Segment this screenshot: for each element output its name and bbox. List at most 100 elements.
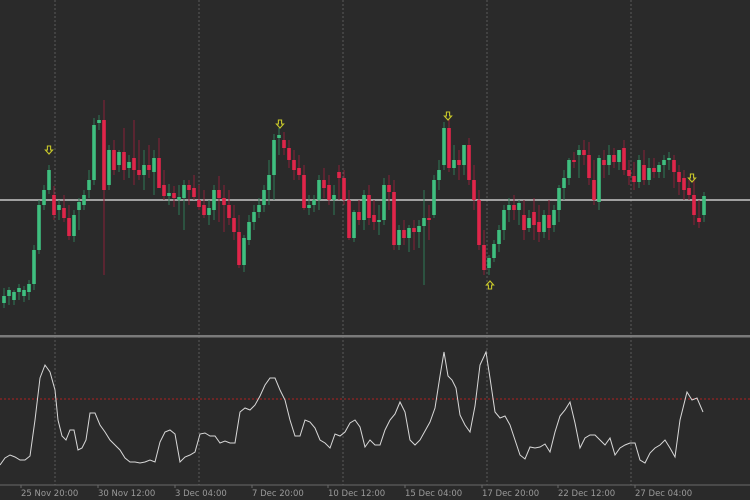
candle-body: [77, 202, 81, 210]
candle-body: [367, 195, 371, 218]
bull-candle: [377, 205, 381, 235]
arrow-down-icon: [443, 111, 453, 121]
candle-body: [297, 168, 301, 175]
bull-candle: [77, 198, 81, 230]
bear-candle: [172, 186, 176, 207]
candle-body: [92, 125, 96, 180]
bear-candle: [147, 145, 151, 178]
candle-body: [612, 155, 616, 162]
bear-candle: [62, 195, 66, 222]
candle-body: [187, 185, 191, 190]
signal-arrows: [44, 111, 697, 290]
bull-candle: [317, 175, 321, 210]
candle-body: [337, 172, 341, 178]
candle-body: [427, 218, 431, 220]
bear-candle: [302, 165, 306, 210]
bear-candle: [122, 128, 126, 180]
candle-body: [477, 200, 481, 245]
panel-separator[interactable]: [0, 335, 750, 338]
candle-body: [397, 230, 401, 245]
candle-body: [522, 215, 526, 230]
bull-candle: [247, 215, 251, 245]
bear-candle: [162, 170, 166, 200]
bear-candle: [157, 138, 161, 188]
candle-body: [257, 205, 261, 212]
bear-candle: [192, 175, 196, 200]
bull-candle: [417, 220, 421, 248]
candle-body: [242, 238, 246, 265]
time-axis: 25 Nov 20:00 30 Nov 12:00 3 Dec 04:00 7 Dec…: [0, 484, 750, 499]
bull-candle: [167, 184, 171, 205]
candle-body: [687, 188, 691, 195]
panel-divider[interactable]: [0, 335, 750, 338]
time-axis-label: 30 Nov 12:00: [98, 489, 155, 499]
bear-candle: [652, 158, 656, 178]
bear-candle: [52, 186, 56, 220]
bull-candle: [502, 205, 506, 240]
candle-body: [382, 185, 386, 220]
candle-body: [437, 170, 441, 180]
candle-body: [137, 170, 141, 175]
bear-candle: [372, 200, 376, 230]
candle-body: [682, 178, 686, 190]
bear-candle: [112, 140, 116, 175]
bull-candle: [492, 240, 496, 262]
bear-candle: [102, 100, 106, 275]
candle-body: [467, 145, 471, 180]
bull-candle: [12, 290, 16, 305]
bull-candle: [362, 190, 366, 230]
candle-body: [452, 160, 456, 168]
bull-candle: [152, 150, 156, 195]
candle-body: [387, 185, 391, 192]
bull-candle: [257, 198, 261, 218]
bull-candle: [462, 145, 466, 175]
candle-body: [642, 165, 646, 180]
bull-candle: [7, 287, 11, 305]
bear-candle: [477, 190, 481, 250]
bull-candle: [267, 160, 271, 205]
bull-candle: [307, 195, 311, 215]
candle-body: [487, 258, 491, 268]
bull-candle: [92, 118, 96, 185]
candle-body: [502, 210, 506, 230]
candle-body: [312, 200, 316, 205]
bull-candle: [442, 122, 446, 170]
bull-candle: [42, 185, 46, 210]
bear-candle: [287, 140, 291, 168]
candle-body: [652, 168, 656, 172]
bear-candle: [137, 140, 141, 180]
candle-body: [407, 228, 411, 238]
candle-body: [82, 195, 86, 205]
bear-candle: [327, 175, 331, 205]
candle-body: [107, 150, 111, 185]
bear-candle: [337, 165, 341, 200]
candle-body: [122, 152, 126, 170]
candle-body: [62, 208, 66, 218]
bear-candle: [592, 160, 596, 205]
time-axis-label: 10 Dec 12:00: [328, 489, 385, 499]
bear-candle: [217, 176, 221, 222]
candle-body: [12, 292, 16, 300]
bear-candle: [632, 162, 636, 190]
candle-body: [667, 158, 671, 160]
candle-body: [577, 150, 581, 155]
candle-body: [42, 190, 46, 205]
bull-candle: [2, 288, 6, 308]
bear-candle: [367, 185, 371, 225]
candle-body: [162, 185, 166, 196]
candle-body: [492, 244, 496, 258]
candle-body: [47, 170, 51, 190]
vertical-grid: [54, 0, 632, 485]
bull-candle: [277, 128, 281, 155]
candle-body: [117, 152, 121, 165]
candle-body: [72, 215, 76, 236]
candle-body: [402, 230, 406, 238]
candle-body: [627, 170, 631, 176]
bull-candle: [97, 115, 101, 130]
candle-body: [7, 290, 11, 296]
bull-candle: [617, 150, 621, 170]
bear-candle: [537, 205, 541, 242]
candle-body: [362, 195, 366, 220]
